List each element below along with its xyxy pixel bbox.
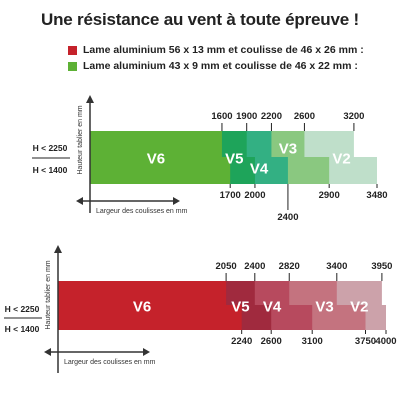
series-label-v6: V6 [147, 151, 165, 168]
legend-label: Lame aluminium 56 x 13 mm et coulisse de… [83, 44, 364, 56]
series-label-v5: V5 [225, 151, 243, 168]
bottom-value-label: 2600 [261, 336, 282, 347]
top-value-label: 1600 [211, 111, 232, 122]
bottom-value-label: 2900 [319, 190, 340, 201]
series-label-v2: V2 [332, 151, 350, 168]
legend-swatch-red [68, 45, 77, 55]
bottom-value-label: 4000 [375, 336, 396, 347]
bottom-value-label: 3480 [366, 190, 387, 201]
page-title: Une résistance au vent à toute épreuve ! [41, 10, 359, 29]
top-value-label: 2050 [216, 261, 237, 272]
bar-v6 [58, 281, 242, 330]
top-value-label: 3950 [371, 261, 392, 272]
series-label-v3: V3 [315, 299, 333, 316]
top-value-label: 3200 [343, 111, 364, 122]
bottom-value-label: 2000 [244, 190, 265, 201]
legend-item-wide-blade: Lame aluminium 56 x 13 mm et coulisse de… [68, 44, 364, 56]
legend-swatch-green [68, 61, 77, 71]
top-value-label: 2200 [261, 111, 282, 122]
row-label-bottom: H < 1400 [33, 165, 68, 175]
y-axis-label: Hauteur tablier en mm [45, 260, 52, 329]
bottom-value-label: 3750 [355, 336, 376, 347]
y-axis-arrow [86, 95, 94, 103]
x-axis-label: Largeur des coulisses en mm [64, 359, 156, 366]
y-axis-arrow [54, 245, 62, 253]
bottom-value-label: 2400 [277, 212, 298, 223]
series-label-v3: V3 [279, 141, 297, 158]
top-value-label: 2820 [279, 261, 300, 272]
x-axis-arrow-right [173, 197, 180, 205]
bar-v6 [90, 131, 231, 184]
bottom-value-label: 1700 [220, 190, 241, 201]
top-value-label: 3400 [326, 261, 347, 272]
series-label-v6: V6 [133, 299, 151, 316]
legend-item-narrow-blade: Lame aluminium 43 x 9 mm et coulisse de … [68, 60, 358, 72]
bottom-value-label: 2240 [231, 336, 252, 347]
series-label-v4: V4 [250, 161, 269, 178]
series-label-v5: V5 [231, 299, 249, 316]
y-axis-label: Hauteur tablier en mm [77, 105, 84, 174]
x-axis-label: Largeur des coulisses en mm [96, 208, 188, 215]
top-value-label: 2400 [244, 261, 265, 272]
series-label-v4: V4 [263, 299, 282, 316]
row-label-top: H < 2250 [33, 143, 68, 153]
row-label-top: H < 2250 [5, 304, 40, 314]
top-value-label: 2600 [294, 111, 315, 122]
bottom-value-label: 3100 [302, 336, 323, 347]
row-label-bottom: H < 1400 [5, 324, 40, 334]
x-axis-arrow-left [44, 348, 51, 356]
series-label-v2: V2 [350, 299, 368, 316]
legend-label: Lame aluminium 43 x 9 mm et coulisse de … [83, 60, 358, 72]
x-axis-arrow-left [76, 197, 83, 205]
top-value-label: 1900 [236, 111, 257, 122]
x-axis-arrow-right [143, 348, 150, 356]
